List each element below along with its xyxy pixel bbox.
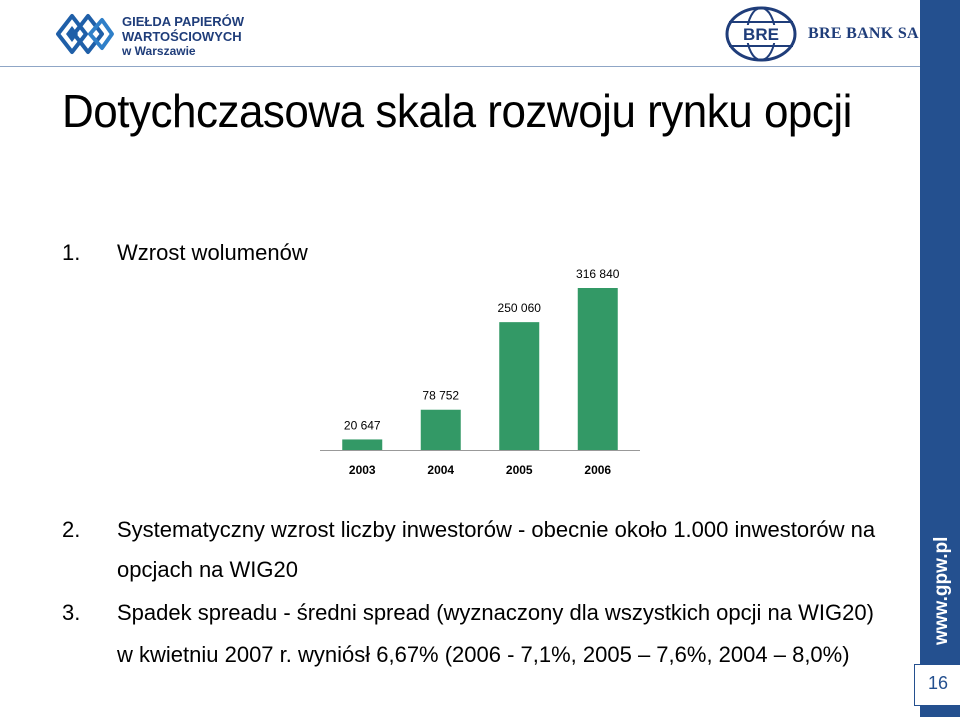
bre-logo: BRE BRE BANK SA [724,6,919,62]
header-divider [0,66,920,67]
gpw-logo-line-1: GIEŁDA PAPIERÓW [122,14,245,29]
gpw-logo-icon [56,14,114,54]
list-item-3-text: Spadek spreadu - średni spread (wyznaczo… [117,600,874,625]
list-item-2-continuation: opcjach na WIG20 [117,557,298,582]
bar-2005 [499,322,540,450]
bre-bank-name: BRE BANK SA [808,25,919,42]
gpw-logo-text: GIEŁDA PAPIERÓW WARTOŚCIOWYCH w Warszawi… [122,14,244,59]
x-tick-2006: 2006 [584,463,611,477]
x-tick-2005: 2005 [506,463,533,477]
list-item-1-text: Wzrost wolumenów [117,240,308,265]
x-tick-2004: 2004 [427,463,454,477]
bre-globe-icon: BRE [725,6,797,62]
bar-2004 [420,409,461,450]
data-label-2006: 316 840 [576,267,620,281]
list-item-3-number: 3. [62,600,81,625]
page-number-box: 16 [914,664,960,706]
sidebar-url-text: www.gpw.pl [931,537,952,646]
sidebar-url: www.gpw.pl [931,537,952,646]
volume-bar-chart: 20 647 2003 78 752 2004 250 060 2005 316 840 20… [320,267,640,477]
slide-title: Dotychczasowa skala rozwoju rynku opcji [62,86,852,138]
page-number: 16 [927,673,949,693]
data-label-2004: 78 752 [422,389,459,403]
x-tick-2003: 2003 [349,463,376,477]
list-item-2-number: 2. [62,517,81,542]
data-label-2003: 20 647 [344,418,381,432]
bar-2003 [342,439,383,450]
bar-2006 [577,288,618,450]
brand-sidebar [920,0,960,717]
slide-header: GIEŁDA PAPIERÓW WARTOŚCIOWYCH w Warszawi… [0,0,920,66]
gpw-logo-line-3: w Warszawie [122,44,196,58]
list-item-1-number: 1. [62,240,81,265]
data-label-2005: 250 060 [498,301,542,315]
gpw-logo: GIEŁDA PAPIERÓW WARTOŚCIOWYCH w Warszawi… [52,6,272,62]
list-item-2-text: Systematyczny wzrost liczby inwestorów -… [117,517,876,542]
list-item-3-continuation: w kwietniu 2007 r. wyniósł 6,67% (2006 -… [117,642,850,667]
bre-mark-text: BRE [743,25,779,44]
gpw-logo-line-2: WARTOŚCIOWYCH [122,29,242,44]
